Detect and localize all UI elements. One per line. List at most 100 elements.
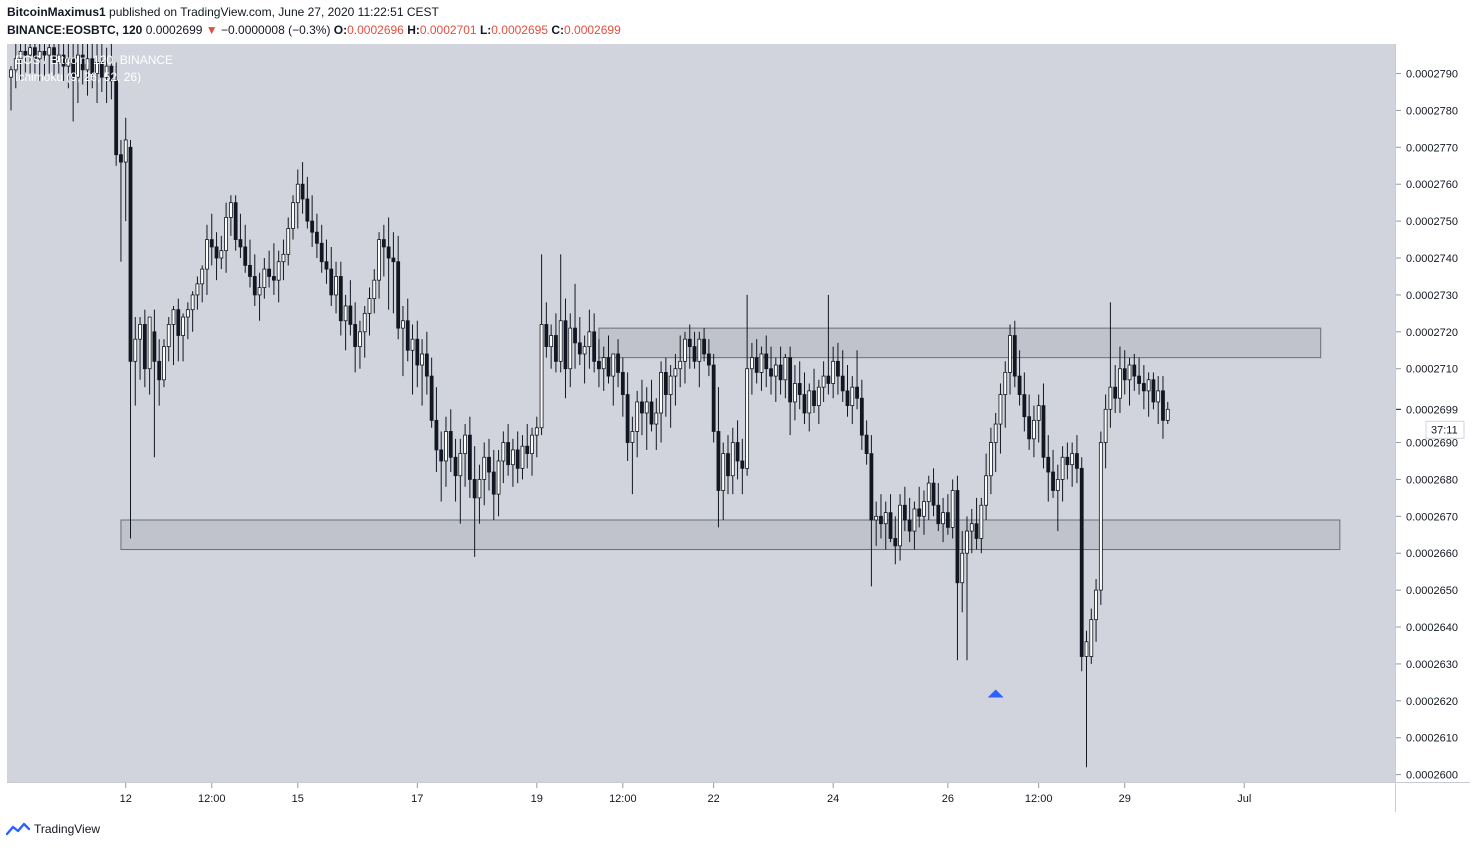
candle-body-128 — [620, 372, 625, 395]
candle-body-176 — [850, 386, 855, 407]
candle-body-134 — [649, 401, 654, 425]
zones-layer — [120, 327, 1341, 551]
candle-body-60 — [295, 183, 300, 204]
candle-body-82 — [401, 320, 405, 329]
candle-body-4 — [28, 47, 33, 56]
time-tick-2: 12:00 — [198, 793, 226, 805]
candle-body-156 — [754, 357, 759, 373]
time-tick-4: 17 — [411, 793, 423, 805]
candle-body-57 — [281, 253, 286, 263]
price-tick-10: 0.0002680 — [1406, 474, 1458, 486]
candle-body-111 — [539, 324, 544, 429]
candle-body-239 — [1151, 379, 1156, 403]
candle-body-101 — [491, 471, 496, 495]
candle-body-14 — [76, 54, 80, 78]
candle-body-216 — [1041, 405, 1046, 458]
candle-body-208 — [1003, 372, 1008, 395]
price-tick-11: 0.0002670 — [1406, 511, 1458, 523]
symbol-label[interactable]: BINANCE:EOSBTC, 120 — [7, 23, 143, 37]
candle-body-30 — [152, 331, 157, 362]
candle-body-189 — [912, 508, 917, 532]
candle-body-8 — [47, 47, 52, 56]
candle-body-32 — [162, 346, 166, 381]
price-tick-4: 0.0002750 — [1406, 216, 1458, 228]
candle-body-5 — [33, 47, 37, 60]
close-value: 0.0002699 — [564, 23, 621, 37]
candle-body-58 — [286, 228, 291, 255]
candle-body-119 — [577, 342, 582, 355]
candle-body-2 — [18, 50, 23, 60]
time-axis[interactable] — [7, 783, 1395, 811]
candle-body-226 — [1089, 619, 1094, 657]
candle-body-70 — [343, 305, 348, 322]
time-tick-1: 12 — [120, 793, 132, 805]
candle-body-61 — [300, 183, 305, 200]
candle-body-184 — [888, 512, 893, 539]
candle-body-89 — [434, 419, 439, 451]
price-tick-14: 0.0002640 — [1406, 622, 1458, 634]
price-tick-17: 0.0002610 — [1406, 733, 1458, 745]
markers-layer — [987, 689, 1004, 698]
low-value: 0.0002695 — [491, 23, 549, 37]
open-label: O: — [333, 23, 348, 37]
candle-body-52 — [257, 287, 262, 296]
candle-body-88 — [429, 375, 434, 421]
plot-area[interactable] — [7, 44, 1395, 782]
candle-body-23 — [119, 154, 123, 163]
candle-body-222 — [1070, 453, 1075, 466]
candle-body-242 — [1165, 408, 1170, 421]
candle-body-72 — [353, 324, 358, 347]
candle-body-92 — [448, 431, 453, 458]
candle-body-137 — [663, 372, 668, 395]
candle-body-202 — [974, 523, 979, 539]
candle-body-29 — [147, 316, 152, 370]
candle-body-224 — [1079, 467, 1084, 657]
candle-body-165 — [797, 383, 802, 395]
candle-body-196 — [945, 512, 950, 528]
candle-body-48 — [238, 239, 243, 248]
candle-body-64 — [315, 231, 319, 244]
candle-body-237 — [1141, 383, 1146, 392]
candle-body-141 — [683, 338, 687, 362]
candle-body-114 — [554, 335, 558, 362]
candle-body-71 — [348, 305, 353, 325]
publish-header: BitcoinMaximus1 published on TradingView… — [7, 5, 439, 19]
candle-body-223 — [1075, 453, 1079, 469]
candle-body-175 — [845, 390, 850, 407]
candle-body-38 — [190, 294, 195, 311]
legend-pair[interactable]: EOS / Bitcoin, 120, BINANCE — [15, 53, 173, 67]
candle-body-236 — [1137, 375, 1141, 384]
price-tick-12: 0.0002660 — [1406, 548, 1458, 560]
footer-brand[interactable]: TradingView — [6, 822, 100, 836]
candle-body-121 — [587, 331, 592, 347]
candle-body-47 — [233, 202, 238, 240]
candle-body-171 — [826, 375, 831, 384]
countdown-label: 37:11 — [1431, 424, 1458, 436]
candle-body-213 — [1027, 416, 1032, 440]
candle-body-43 — [214, 246, 219, 259]
time-tick-6: 12:00 — [609, 793, 637, 805]
published-text: published on TradingView.com, June 27, 2… — [109, 5, 439, 19]
legend-indicator[interactable]: Ichimoku (9, 26, 52, 26) — [15, 70, 141, 84]
candle-body-219 — [1055, 479, 1060, 491]
candle-body-228 — [1098, 442, 1103, 591]
price-tick-16: 0.0002620 — [1406, 696, 1458, 708]
author-name[interactable]: BitcoinMaximus1 — [7, 5, 106, 19]
candle-body-225 — [1084, 641, 1089, 657]
price-tick-18: 0.0002600 — [1406, 770, 1458, 782]
candle-body-182 — [879, 515, 883, 525]
candle-body-185 — [893, 538, 898, 547]
price-tick-9: 0.0002690 — [1406, 438, 1458, 450]
candle-body-149 — [721, 453, 726, 491]
price-tick-8: 0.0002710 — [1406, 364, 1458, 376]
zone-0 — [120, 519, 1341, 551]
candle-body-126 — [611, 353, 616, 377]
last-price-label: 0.0002699 — [1406, 404, 1458, 416]
candle-body-81 — [396, 261, 401, 329]
candle-body-209 — [1008, 335, 1012, 373]
candle-body-241 — [1161, 390, 1165, 421]
price-tick-15: 0.0002630 — [1406, 659, 1458, 671]
candle-body-118 — [573, 327, 577, 344]
candle-body-69 — [338, 276, 343, 322]
